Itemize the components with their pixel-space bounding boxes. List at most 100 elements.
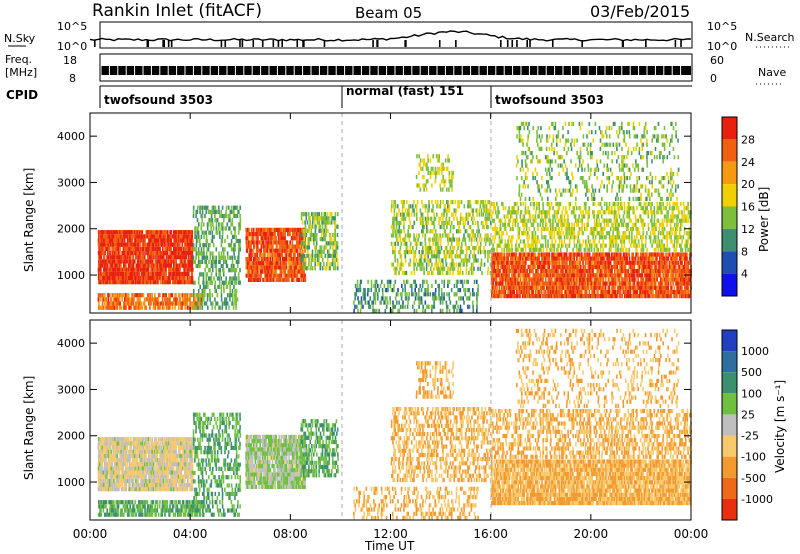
heatmap-cell — [657, 285, 660, 290]
heatmap-cell — [230, 301, 233, 306]
heatmap-cell — [458, 200, 461, 205]
heatmap-cell — [237, 255, 240, 260]
heatmap-cell — [328, 266, 330, 271]
heatmap-cell — [315, 253, 318, 258]
heatmap-cell — [542, 273, 544, 278]
heatmap-cell — [165, 251, 168, 256]
heatmap-cell — [618, 256, 621, 261]
heatmap-cell — [151, 238, 154, 243]
heatmap-cell — [223, 284, 225, 289]
heatmap-cell — [188, 267, 190, 272]
heatmap-cell — [439, 216, 442, 221]
heatmap-cell — [438, 216, 440, 221]
heatmap-cell — [189, 259, 191, 264]
heatmap-cell — [161, 251, 163, 256]
heatmap-cell — [386, 300, 389, 305]
heatmap-cell — [362, 292, 364, 297]
heatmap-cell — [156, 242, 159, 247]
heatmap-cell — [225, 297, 228, 302]
heatmap-cell — [513, 252, 516, 257]
heatmap-cell — [509, 252, 512, 257]
heatmap-cell — [578, 294, 581, 299]
heatmap-cell — [263, 265, 265, 270]
heatmap-cell — [498, 294, 501, 299]
heatmap-cell — [399, 245, 402, 251]
heatmap-cell — [528, 289, 531, 295]
heatmap-cell — [234, 268, 237, 273]
heatmap-cell — [638, 256, 641, 261]
heatmap-cell — [409, 283, 412, 288]
heatmap-cell — [276, 244, 279, 249]
heatmap-cell — [101, 276, 104, 281]
heatmap-cell — [191, 246, 194, 251]
heatmap-cell — [404, 216, 407, 221]
heatmap-cell — [441, 170, 443, 176]
heatmap-cell — [149, 297, 151, 302]
heatmap-cell — [628, 264, 630, 270]
heatmap-cell — [318, 249, 320, 254]
heatmap-cell — [123, 263, 125, 268]
heatmap-cell — [187, 263, 190, 268]
heatmap-cell — [598, 269, 601, 274]
heatmap-cell — [552, 281, 554, 286]
heatmap-cell — [255, 261, 258, 266]
heatmap-cell — [647, 269, 650, 274]
heatmap-cell — [111, 276, 114, 281]
heatmap-cell — [599, 273, 601, 278]
heatmap-cell — [233, 243, 235, 248]
heatmap-cell — [329, 241, 332, 246]
heatmap-cell — [131, 267, 133, 272]
heatmap-cell — [618, 273, 621, 278]
heatmap-cell — [195, 251, 198, 256]
heatmap-cell — [408, 250, 410, 255]
heatmap-cell — [631, 252, 633, 257]
heatmap-cell — [558, 273, 561, 278]
heatmap-cell — [136, 293, 139, 298]
heatmap-cell — [497, 294, 499, 299]
heatmap-cell — [527, 277, 530, 282]
heatmap-cell — [495, 260, 498, 265]
heatmap-cell — [404, 233, 407, 238]
heatmap-cell — [449, 250, 452, 255]
heatmap-cell — [315, 216, 318, 221]
heatmap-cell — [379, 283, 382, 288]
heatmap-cell — [409, 258, 412, 263]
heatmap-cell — [496, 273, 498, 278]
heatmap-cell — [295, 227, 298, 232]
heatmap-cell — [315, 232, 318, 238]
heatmap-cell — [113, 305, 116, 310]
heatmap-cell — [480, 220, 483, 226]
heatmap-cell — [308, 245, 310, 250]
heatmap-cell — [194, 297, 196, 302]
heatmap-cell — [497, 289, 499, 295]
heatmap-cell — [220, 293, 223, 298]
heatmap-cell — [611, 289, 613, 295]
heatmap-cell — [336, 257, 339, 263]
heatmap-cell — [205, 238, 208, 244]
heatmap-cell — [175, 301, 177, 306]
heatmap-cell — [581, 277, 583, 282]
heatmap-cell — [569, 269, 572, 274]
heatmap-cell — [99, 242, 101, 247]
heatmap-cell — [211, 205, 214, 210]
heatmap-cell — [249, 248, 251, 253]
heatmap-cell — [142, 293, 145, 298]
heatmap-cell — [270, 273, 273, 278]
heatmap-cell — [175, 255, 177, 260]
heatmap-cell — [413, 270, 416, 276]
heatmap-cell — [517, 277, 520, 282]
heatmap-cell — [522, 264, 524, 270]
heatmap-cell — [127, 271, 130, 276]
heatmap-cell — [190, 242, 192, 247]
heatmap-cell — [462, 296, 464, 301]
heatmap-cell — [165, 259, 167, 264]
heatmap-cell — [558, 281, 561, 286]
heatmap-cell — [393, 200, 395, 205]
heatmap-cell — [187, 255, 190, 260]
heatmap-cell — [210, 280, 213, 285]
heatmap-cell — [268, 273, 270, 278]
heatmap-cell — [588, 294, 590, 299]
heatmap-cell — [168, 267, 170, 272]
heatmap-cell — [542, 294, 544, 299]
